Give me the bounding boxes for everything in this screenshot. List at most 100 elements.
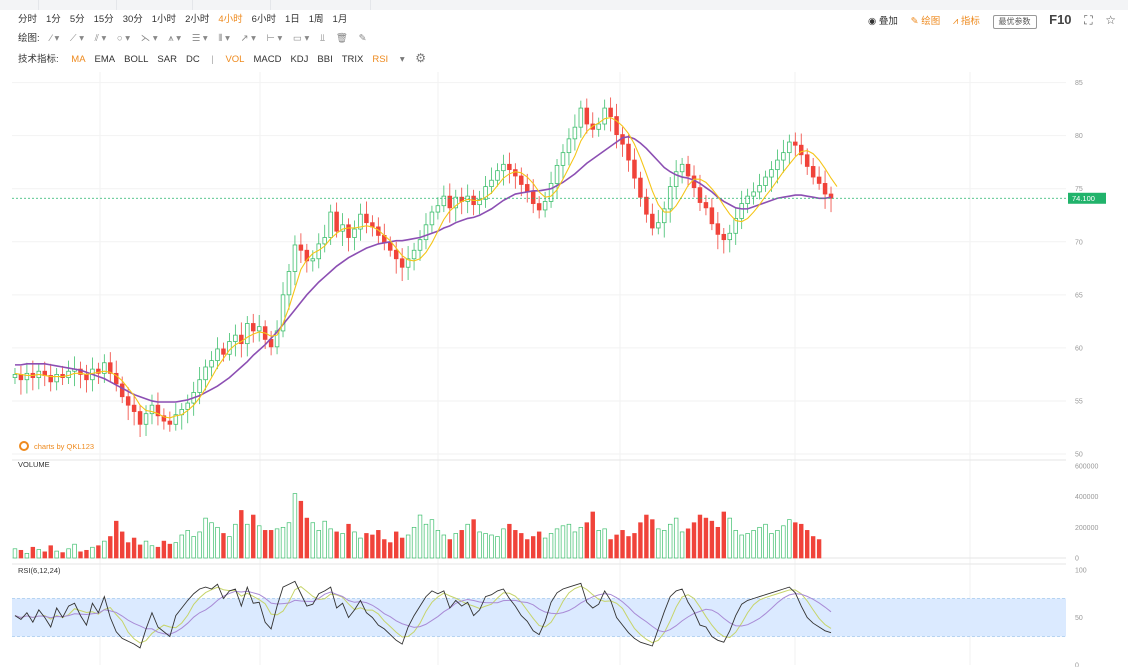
volume-bar [36, 549, 42, 559]
indicator-more-icon[interactable]: ▾ [399, 54, 405, 65]
favorite-star-icon[interactable]: ☆ [1105, 13, 1116, 27]
volume-bar [24, 553, 30, 559]
indicator-toggle[interactable]: BBI [317, 54, 333, 65]
volume-bar [227, 536, 232, 559]
volume-bar [161, 540, 167, 559]
volume-tick-label: 600000 [1075, 464, 1098, 471]
price-tick-label: 85 [1075, 80, 1083, 87]
candle [816, 166, 822, 190]
indicator-toggle[interactable]: SAR [157, 54, 177, 65]
interval-tab[interactable]: 1月 [332, 14, 348, 25]
indicator-toggle[interactable]: TRIX [341, 54, 364, 65]
polyline-tool-icon[interactable]: ⋋ ▾ [140, 33, 158, 44]
volume-bar [90, 546, 95, 559]
exchange-tab[interactable] [270, 0, 371, 10]
volume-bar [447, 539, 453, 559]
interval-tab[interactable]: 1小时 [151, 14, 177, 25]
note-tool-icon[interactable]: ▭ ▾ [292, 33, 310, 44]
volume-bar [119, 531, 125, 559]
candle [36, 363, 42, 390]
price-chart[interactable]: 85 80 75 70 65 60 55 50 600000 400000 200000 0 100 50… [0, 68, 1128, 667]
settings-gear-icon[interactable]: ⚙ [415, 51, 427, 65]
overlay-button[interactable]: ◉ 叠加 [868, 14, 898, 30]
gann-tool-icon[interactable]: ⦀ ▾ [218, 33, 230, 44]
interval-tab[interactable]: 15分 [93, 14, 114, 25]
candle [775, 149, 780, 184]
candle [60, 365, 65, 386]
measure-tool-icon[interactable]: ⊢ ▾ [266, 33, 283, 44]
exchange-tab[interactable] [192, 0, 271, 10]
pitchfork-tool-icon[interactable]: ⩚ ▾ [168, 33, 182, 44]
interval-tab[interactable]: 分时 [18, 14, 38, 25]
volume-bar [399, 537, 405, 559]
indicator-toggle[interactable]: BOLL [124, 54, 149, 65]
indicator-toggle[interactable]: RSI [372, 54, 389, 65]
fullscreen-icon[interactable]: ⛶ [1084, 13, 1093, 27]
candle [54, 368, 59, 391]
volume-bar [328, 528, 333, 559]
candle [215, 337, 220, 370]
interval-tab[interactable]: 4小时 [218, 14, 243, 25]
volume-bar [393, 531, 399, 559]
volume-bar [405, 534, 411, 559]
volume-bar [566, 523, 572, 559]
f10-button[interactable]: F10 [1049, 12, 1072, 27]
interval-tab[interactable]: 6小时 [251, 14, 276, 25]
indicator-toggle[interactable]: MA [71, 54, 86, 65]
price-tick-label: 55 [1075, 398, 1083, 405]
volume-bar [691, 522, 697, 559]
candle [596, 117, 601, 137]
bars-tool-icon[interactable]: ⫫ [319, 33, 326, 44]
candle [393, 241, 399, 274]
indicator-toggle[interactable]: EMA [94, 54, 116, 65]
volume-bar [251, 514, 256, 559]
volume-bar [155, 546, 161, 559]
fib-tool-icon[interactable]: ☰ ▾ [191, 33, 208, 44]
candle [155, 392, 161, 426]
pencil-icon[interactable]: ✎ [358, 33, 367, 44]
trash-icon[interactable]: 🗑 [335, 33, 348, 44]
indicator-toggle[interactable]: MACD [253, 54, 282, 65]
candle [417, 230, 423, 261]
indicator-toggle[interactable]: KDJ [290, 54, 309, 65]
volume-bar [614, 534, 619, 559]
volume-bar [787, 519, 792, 559]
interval-tab[interactable]: 2小时 [185, 14, 210, 25]
optimal-params-button[interactable]: 最优参数 [992, 15, 1037, 29]
interval-tab[interactable]: 1周 [308, 14, 324, 25]
interval-tab[interactable]: 5分 [69, 14, 85, 25]
interval-tab[interactable]: 1分 [46, 14, 61, 25]
candle [608, 97, 613, 132]
indicator-button[interactable]: ⩘ 指标 [953, 14, 980, 30]
volume-bar [215, 526, 220, 559]
volume-bar [143, 540, 149, 559]
interval-tab[interactable]: 30分 [122, 14, 143, 25]
volume-tick-label: 400000 [1075, 494, 1098, 501]
volume-bar [590, 511, 595, 559]
indicator-label: 技术指标: [18, 54, 59, 65]
volume-bar [775, 530, 780, 559]
volume-tick-label: 0 [1075, 556, 1079, 563]
volume-bar [459, 530, 464, 559]
line-tool-icon[interactable]: ⁄ ▾ [50, 33, 60, 44]
candle [286, 264, 292, 310]
draw-button[interactable]: ✎ 绘图 [911, 14, 941, 30]
channel-tool-icon[interactable]: ⫽ ▾ [94, 33, 107, 44]
volume-bar [411, 526, 417, 559]
arrow-tool-icon[interactable]: ↗ ▾ [240, 33, 256, 44]
volume-bar [245, 523, 250, 559]
volume-bar [656, 528, 661, 559]
candle [274, 320, 280, 355]
interval-tab[interactable]: 1日 [284, 14, 300, 25]
indicator-toggle[interactable]: DC [185, 54, 200, 65]
ray-tool-icon[interactable]: ⟋ ▾ [69, 33, 84, 44]
candle [435, 197, 441, 220]
volume-bar [536, 531, 542, 559]
exchange-tab[interactable] [116, 0, 193, 10]
volume-bar [560, 525, 566, 559]
volume-bar [745, 533, 750, 559]
indicator-toggle[interactable]: VOL [225, 54, 245, 65]
exchange-tab[interactable] [38, 0, 117, 10]
drawing-label: 绘图: [18, 33, 40, 44]
circle-tool-icon[interactable]: ○ ▾ [116, 33, 131, 44]
